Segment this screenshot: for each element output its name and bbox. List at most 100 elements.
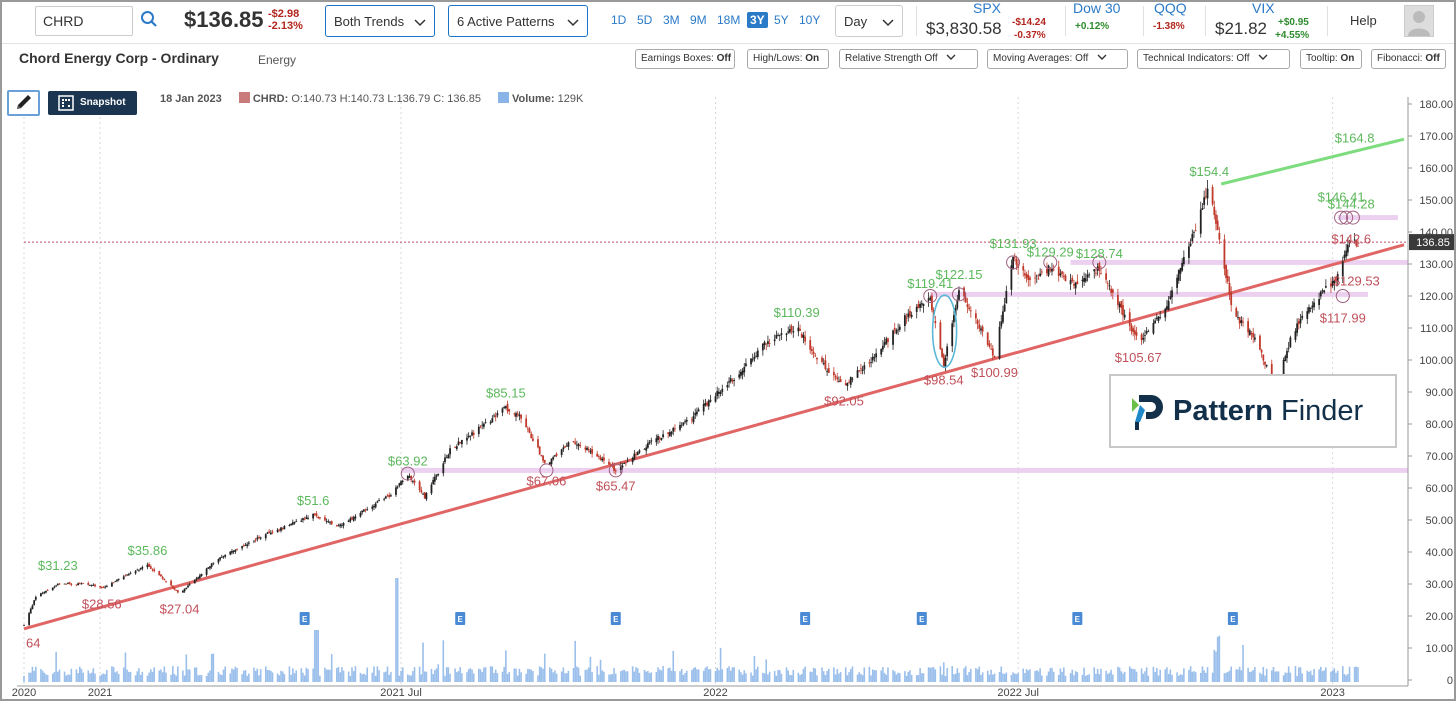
volume-bar [280,670,282,682]
candle-body [31,605,34,610]
candle-body [596,453,599,457]
volume-bar [856,674,859,682]
candle-body [601,458,604,461]
current-price-tag [1409,234,1454,251]
volume-bar [833,667,835,682]
high-label: $63.92 [388,453,428,468]
volume-bar [315,630,318,682]
trend-select[interactable]: Both Trends [325,5,435,37]
volume-bar [648,673,651,682]
candle-body [848,381,850,383]
candle-body [694,412,697,416]
candle-body [302,518,304,521]
timeframe-3m[interactable]: 3M [663,13,680,27]
volume-bar [931,667,933,682]
relative-strength-dropdown[interactable]: Relative Strength Off [839,49,978,69]
volume-bar [633,671,636,682]
candle-body [789,329,791,333]
volume-bar [1081,674,1084,682]
volume-bar [1051,667,1053,682]
timeframe-18m[interactable]: 18M [717,13,741,27]
snapshot-button[interactable]: Snapshot [48,91,137,115]
interval-select[interactable]: Day [835,5,903,37]
volume-bar [106,669,108,682]
candle-body [1306,311,1309,319]
candle-body [697,409,700,412]
candle-body [1037,278,1040,280]
timeframe-3y[interactable]: 3Y [747,12,768,28]
candle-body [1000,321,1003,327]
candle-body [1111,289,1114,293]
candle-body [411,481,414,482]
volume-bar [268,670,270,682]
volume-bar [792,670,795,682]
candle-body [621,465,624,468]
candle-body [362,509,365,512]
volume-bar [457,671,460,682]
support-trendline [23,243,1405,631]
volume-bar [28,672,30,682]
candle-body [307,517,309,519]
pattern-select[interactable]: 6 Active Patterns [448,5,588,37]
candle-body [1076,281,1079,284]
pattern-point-circle [1334,210,1349,225]
volume-bar [1128,666,1131,682]
moving-averages-dropdown[interactable]: Moving Averages: Off [987,49,1128,69]
candle-body [767,341,769,344]
candle-body [1247,321,1250,333]
volume-bar [254,670,257,682]
candle-body [141,567,144,569]
candle-body [648,441,651,444]
high-lows-toggle[interactable]: High/Lows: On [747,49,829,69]
candle-body [501,408,504,413]
timeframe-1d[interactable]: 1D [611,13,627,27]
tooltip-toggle[interactable]: Tooltip: On [1300,49,1362,69]
search-icon[interactable] [140,10,160,30]
candle-body [839,379,842,383]
timeframe-5y[interactable]: 5Y [774,13,789,27]
volume-bar [99,675,101,682]
timeframe-10y[interactable]: 10Y [799,13,821,27]
candle-body [1073,284,1075,286]
volume-bar [276,673,279,682]
technical-indicators-dropdown[interactable]: Technical Indicators: Off [1137,49,1290,69]
candle-body [574,442,577,444]
fibonacci-toggle[interactable]: Fibonacci: Off [1371,49,1446,69]
timeframe-9m[interactable]: 9M [690,13,707,27]
index-change: +$0.95 [1278,17,1309,28]
candle-body [1062,275,1065,277]
candle-body [232,550,235,552]
index-name: QQQ [1154,0,1187,16]
candle-body [482,423,485,427]
candle-body [264,534,267,539]
earnings-boxes-toggle[interactable]: Earnings Boxes: Off [635,49,735,69]
high-label: $128.74 [1076,246,1123,261]
candle-body [134,571,137,574]
timeframe-5d[interactable]: 5D [637,13,653,27]
volume-bar [543,653,546,682]
candle-body [763,341,766,346]
divider [1065,6,1066,36]
candle-body [246,544,249,547]
candle-body [160,574,162,577]
x-tick-label: 2021 Jul [380,687,422,699]
candle-body [461,439,463,445]
volume-bar [635,667,637,682]
candle-body [182,590,184,593]
draw-tool-button[interactable] [7,90,40,116]
volume-bar [185,654,188,682]
candle-body [1308,307,1310,313]
candle-body [1166,306,1168,310]
volume-bar [885,674,888,682]
volume-bar [80,668,83,682]
volume-bar [454,668,456,682]
avatar[interactable] [1404,5,1434,37]
candle-body [515,413,517,417]
volume-bar [777,669,779,682]
volume-bar [1242,644,1244,682]
candle-body [1265,364,1268,367]
volume-bar [750,672,752,682]
help-link[interactable]: Help [1350,13,1377,28]
symbol-input[interactable]: CHRD [35,6,133,36]
